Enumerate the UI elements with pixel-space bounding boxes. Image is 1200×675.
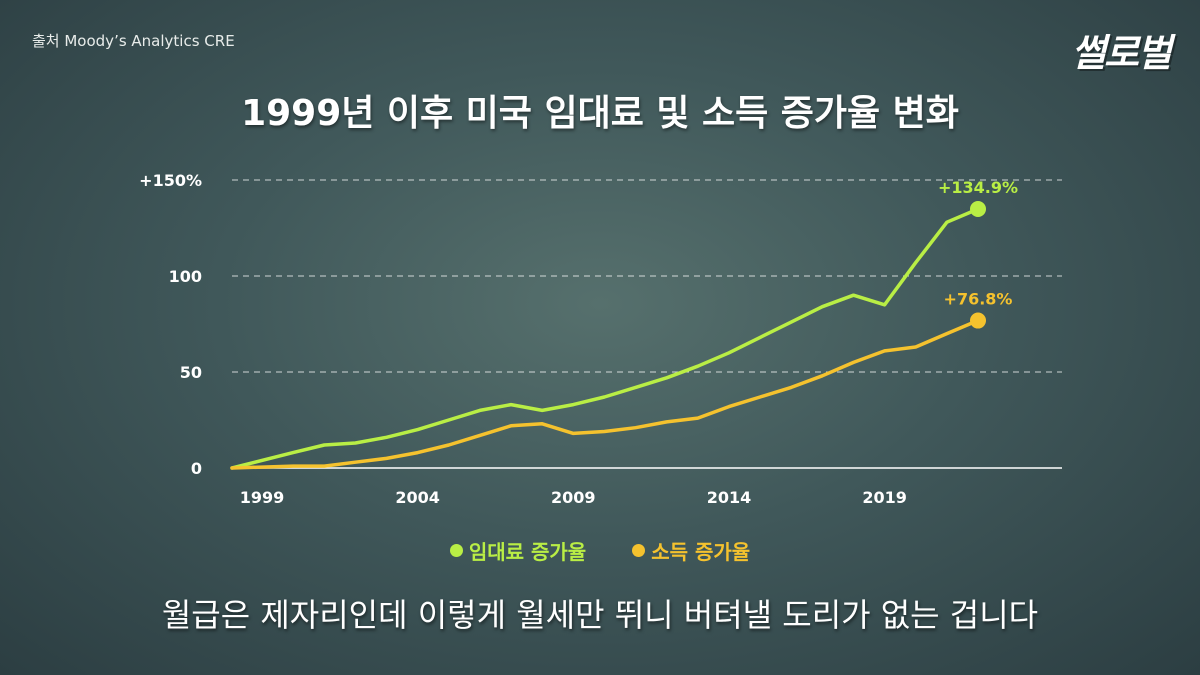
chart-title: 1999년 이후 미국 임대료 및 소득 증가율 변화: [241, 93, 959, 134]
y-tick-label: 0: [191, 459, 202, 478]
y-tick-label: 100: [169, 267, 202, 286]
legend-label-income: 소득 증가율: [651, 540, 751, 564]
series-end-label: +134.9%: [938, 178, 1018, 197]
y-tick-label: 50: [180, 363, 202, 382]
grid-lines: [232, 179, 1062, 373]
legend-label-rent: 임대료 증가율: [468, 540, 587, 564]
series-end-point: [970, 312, 986, 329]
series-line-0: [230, 207, 980, 470]
series-layer: +134.9% +76.8%: [230, 178, 1018, 470]
series-end-label: +76.8%: [944, 290, 1013, 309]
caption-subtitle: 월급은 제자리인데 이렇게 월세만 뛰니 버텨낼 도리가 없는 겁니다: [161, 596, 1039, 634]
x-tick-label: 1999: [240, 488, 285, 507]
series-line-1: [230, 318, 980, 470]
x-tick-label: 2014: [707, 488, 752, 507]
y-tick-label: +150%: [139, 171, 202, 190]
legend-item-income: 소득 증가율: [632, 536, 750, 565]
x-tick-label: 2009: [551, 488, 596, 507]
source-caption: 출처 Moody’s Analytics CRE: [32, 32, 235, 50]
x-tick-label: 2019: [862, 488, 907, 507]
legend: 임대료 증가율 소득 증가율: [0, 536, 1200, 565]
x-tick-label: 2004: [395, 488, 440, 507]
series-end-point: [970, 200, 986, 217]
y-axis-ticks: 0 50 100 +150%: [139, 171, 202, 478]
channel-logo: 썰로벌: [1071, 31, 1172, 75]
legend-item-rent: 임대료 증가율: [449, 536, 587, 565]
x-axis-ticks: 1999 2004 2009 2014 2019: [240, 488, 907, 507]
legend-dot-icon: [449, 544, 463, 557]
legend-dot-icon: [632, 544, 646, 557]
